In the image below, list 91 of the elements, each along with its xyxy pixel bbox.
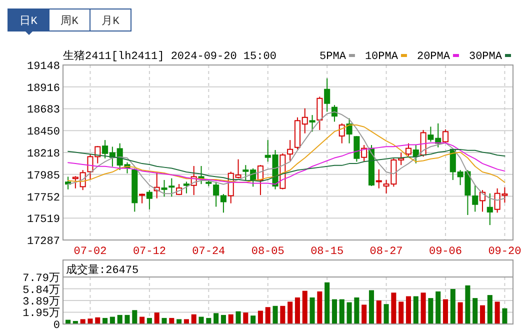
bar bbox=[428, 298, 434, 324]
bar bbox=[354, 297, 360, 324]
bar bbox=[198, 316, 204, 324]
bar bbox=[339, 299, 344, 324]
y-tick-label: 17985 bbox=[26, 170, 60, 182]
y-tick-label: 18683 bbox=[26, 104, 60, 117]
bar bbox=[310, 297, 315, 324]
legend-label: 10PMA bbox=[364, 51, 398, 63]
y-tick-label: 5.84万 bbox=[22, 284, 60, 297]
bar bbox=[384, 304, 389, 324]
y-tick-label: 7.79万 bbox=[22, 272, 60, 285]
y-tick-label: 19148 bbox=[26, 61, 60, 73]
bar bbox=[376, 300, 382, 324]
tab: 月K bbox=[90, 8, 132, 32]
x-tick-label: 07-24 bbox=[192, 246, 226, 258]
bar bbox=[146, 318, 152, 324]
chart-title: 成交量:26475 bbox=[66, 263, 139, 277]
bar bbox=[176, 319, 182, 324]
bar bbox=[243, 312, 248, 324]
bar bbox=[458, 302, 463, 324]
bar bbox=[317, 291, 322, 324]
bar bbox=[391, 292, 396, 324]
bar bbox=[80, 319, 86, 324]
bar bbox=[406, 296, 412, 324]
bar bbox=[324, 282, 330, 324]
bar bbox=[154, 312, 160, 324]
y-tick-label: 17287 bbox=[26, 236, 60, 248]
y-tick-label: 17752 bbox=[26, 192, 60, 204]
candlestick bbox=[472, 184, 478, 212]
tab: 周K bbox=[48, 8, 90, 32]
bar bbox=[250, 316, 256, 324]
bar bbox=[236, 311, 241, 324]
legend-label: 20PMA bbox=[416, 51, 450, 63]
bar bbox=[191, 314, 196, 324]
bar bbox=[288, 302, 293, 324]
candlestick bbox=[486, 192, 493, 226]
bar bbox=[302, 290, 308, 324]
y-tick-label: 17519 bbox=[26, 214, 60, 226]
bar bbox=[124, 314, 130, 324]
x-tick-label: 09-20 bbox=[488, 246, 521, 258]
x-tick-label: 09-06 bbox=[428, 246, 462, 258]
x-tick-label: 07-12 bbox=[132, 246, 166, 258]
bar bbox=[436, 291, 441, 324]
bar bbox=[368, 290, 374, 324]
candlestick bbox=[168, 178, 175, 198]
bar bbox=[494, 302, 500, 324]
bar bbox=[88, 318, 93, 324]
legend-label: 30PMA bbox=[468, 51, 502, 63]
bar bbox=[332, 299, 337, 324]
bar bbox=[450, 289, 456, 324]
y-tick-label: 1.95万 bbox=[22, 307, 60, 320]
bar bbox=[502, 308, 508, 324]
legend-label: 5PMA bbox=[320, 51, 346, 63]
bar bbox=[206, 318, 212, 324]
bar bbox=[258, 310, 263, 324]
bar bbox=[132, 310, 138, 324]
bar bbox=[294, 297, 300, 324]
bar bbox=[95, 317, 100, 324]
bar bbox=[184, 319, 189, 324]
y-tick-label: 18218 bbox=[26, 148, 60, 160]
y-tick-label: 18450 bbox=[26, 126, 60, 139]
bar bbox=[346, 302, 352, 324]
y-tick-label: 3.89万 bbox=[22, 296, 60, 309]
bar bbox=[272, 306, 278, 324]
bar bbox=[487, 295, 492, 324]
bar bbox=[102, 318, 108, 324]
bar bbox=[228, 314, 234, 324]
bar bbox=[362, 304, 367, 324]
bar bbox=[413, 296, 418, 324]
bar bbox=[220, 314, 226, 324]
chart-title: 生猪2411[lh2411] 2024-09-20 15:00 bbox=[63, 49, 276, 63]
x-tick-label: 08-05 bbox=[251, 246, 284, 258]
tab: 日K bbox=[8, 8, 50, 32]
bar bbox=[442, 299, 448, 324]
bar bbox=[280, 306, 286, 324]
x-tick-label: 08-27 bbox=[370, 246, 403, 258]
y-tick-label: 0 bbox=[53, 320, 60, 329]
y-tick-label: 18916 bbox=[26, 82, 60, 95]
bar bbox=[265, 307, 270, 324]
candlestick bbox=[324, 78, 330, 112]
bar bbox=[420, 292, 426, 324]
x-tick-label: 08-15 bbox=[310, 246, 344, 258]
bar bbox=[162, 318, 167, 324]
bar bbox=[117, 314, 122, 324]
bar bbox=[214, 313, 219, 324]
bar bbox=[169, 318, 174, 324]
bar bbox=[480, 305, 486, 324]
bar bbox=[398, 302, 404, 324]
x-tick-label: 07-02 bbox=[74, 246, 107, 258]
bar bbox=[472, 298, 478, 324]
bar bbox=[465, 285, 470, 324]
